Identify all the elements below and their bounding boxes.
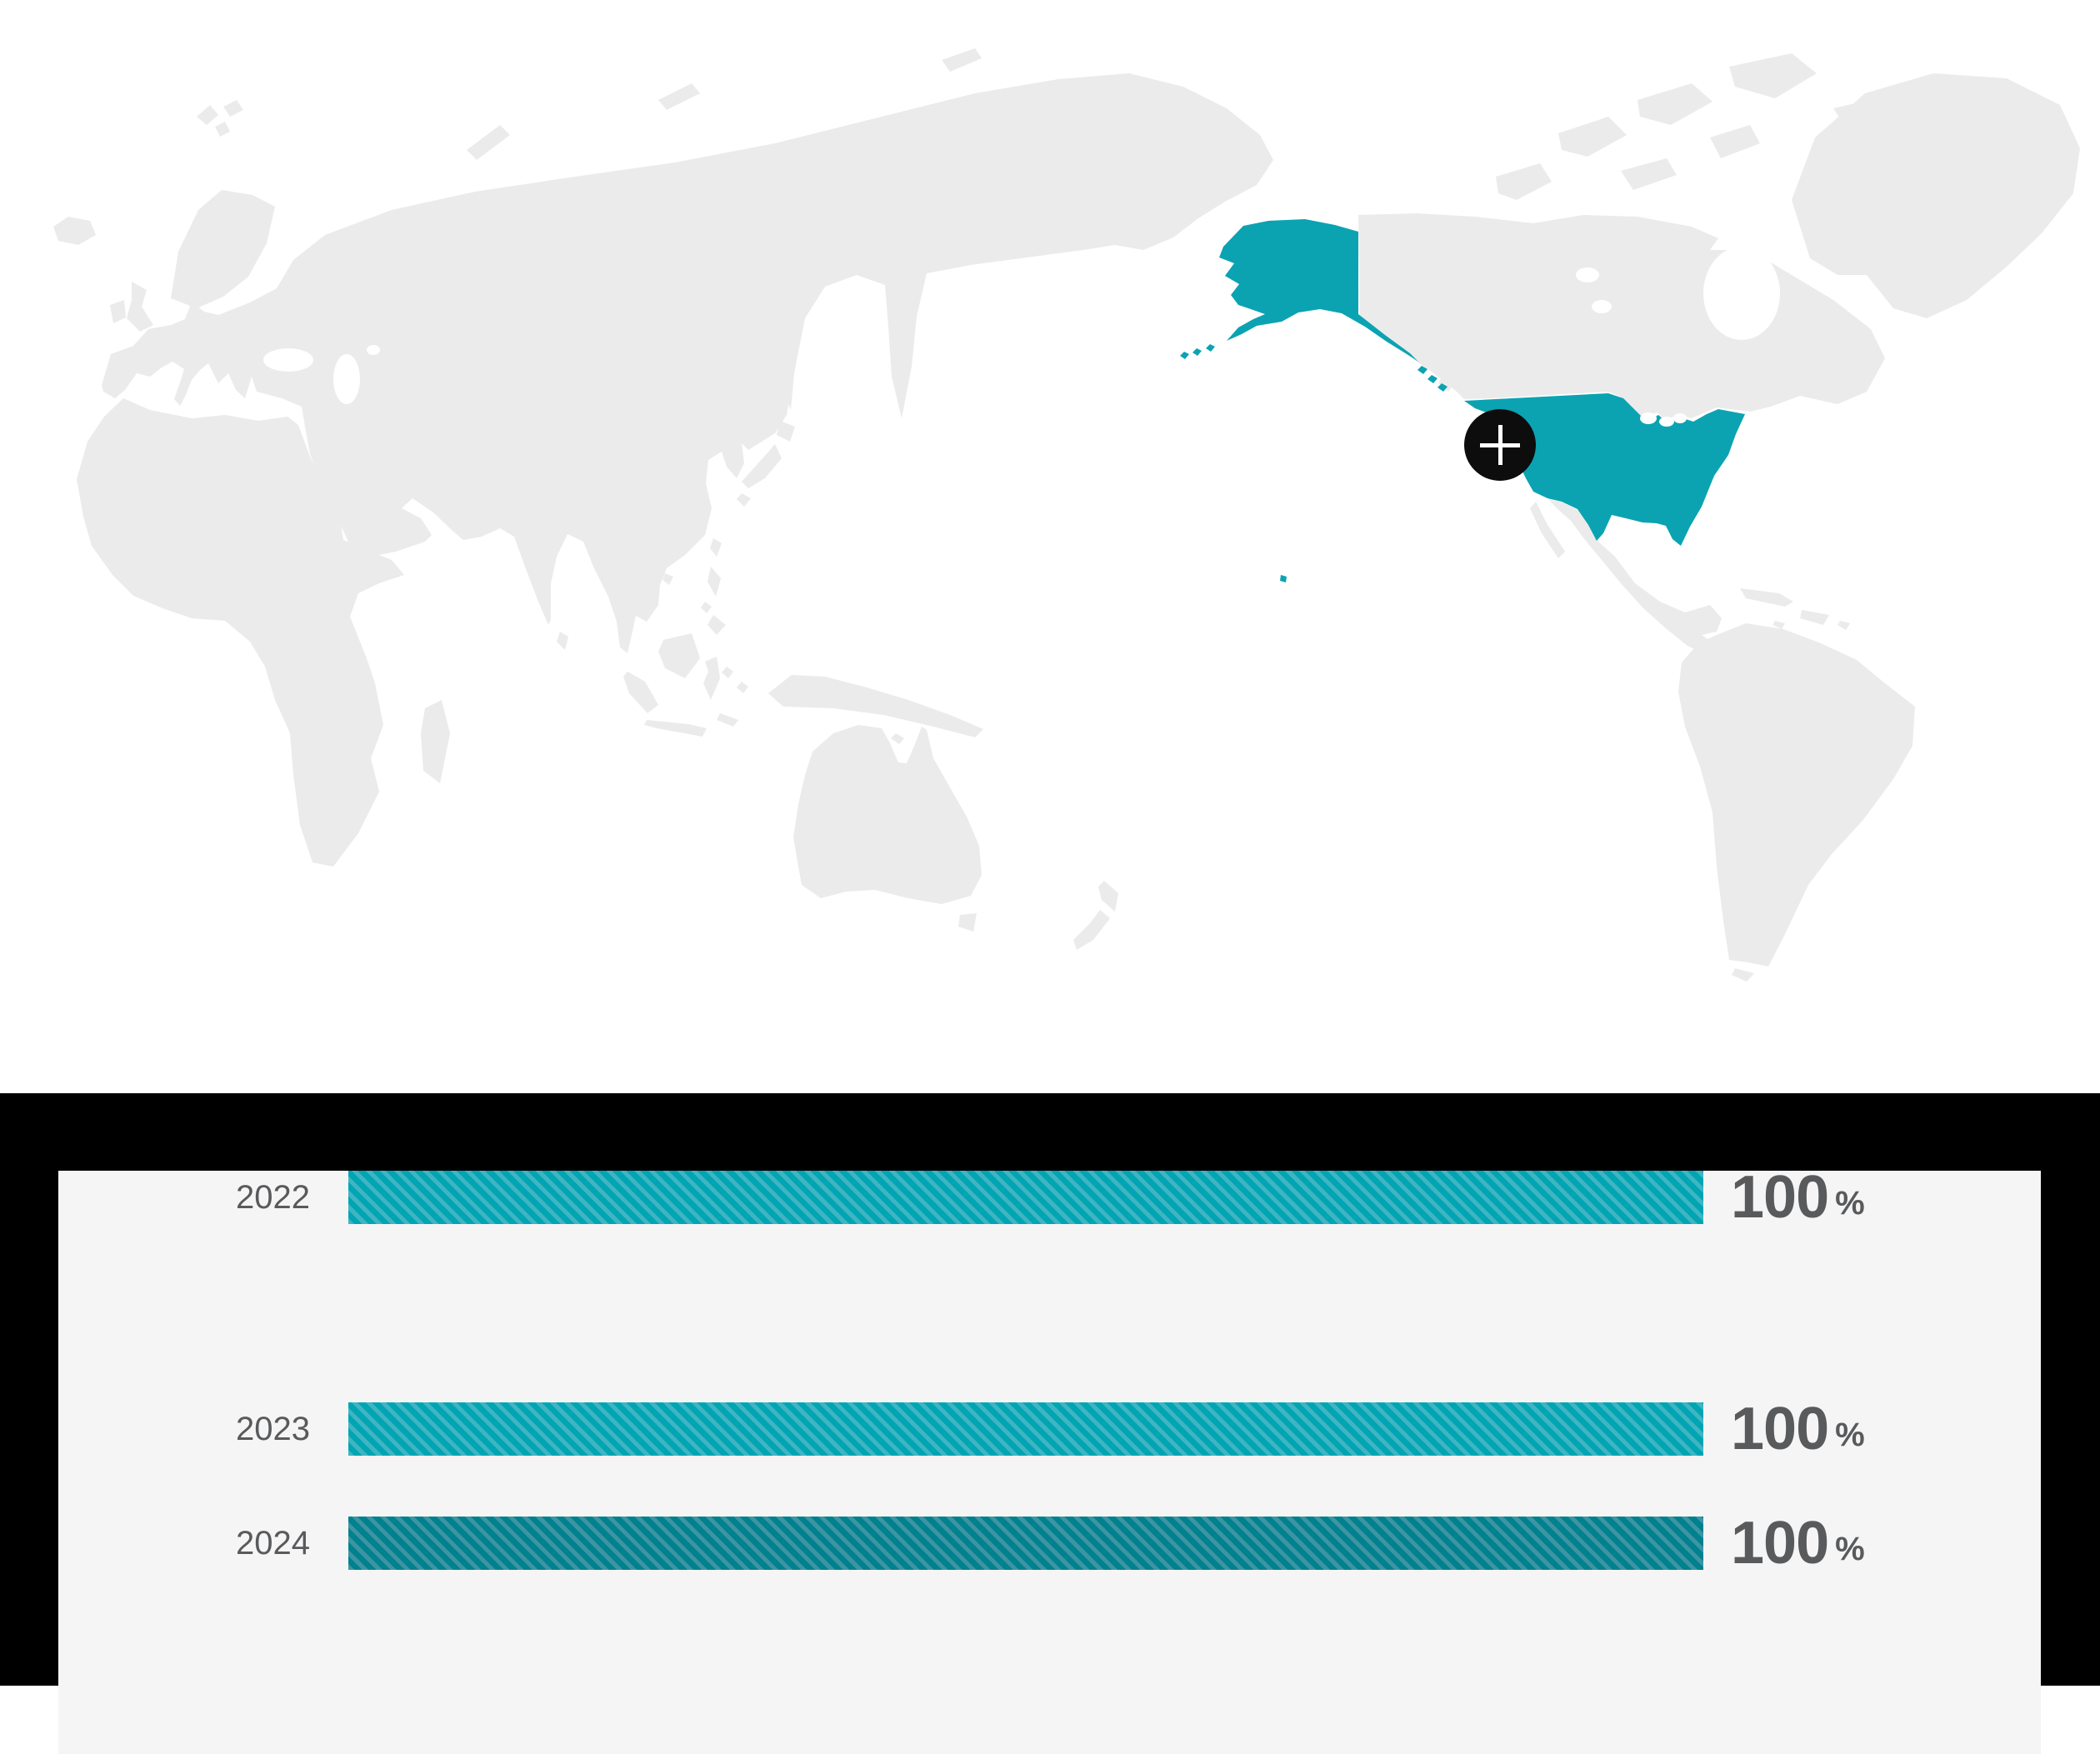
landmass-caribbean (1740, 588, 1850, 630)
bar-2023 (348, 1402, 1703, 1456)
landmass-north-america (1358, 53, 2080, 682)
chart-card: 2022 100 % 2023 100 % 2024 (58, 1164, 2041, 1754)
value-label: 100 % (1731, 1510, 1865, 1577)
landmass-africa (77, 398, 450, 867)
landmass-madagascar (421, 700, 450, 783)
percent-sign: % (1835, 1184, 1865, 1222)
expand-map-button[interactable] (1464, 409, 1536, 481)
landmass-indonesia (623, 633, 748, 737)
landmass-iceland (53, 217, 96, 245)
us-alaska (1219, 219, 1418, 362)
us-mainland (1464, 393, 1745, 546)
bar-track (348, 1171, 1703, 1224)
world-map (53, 48, 2080, 982)
landmass-south-america (1678, 623, 1915, 982)
landmass-australia (793, 725, 1118, 950)
black-sea (263, 348, 313, 372)
landmass-philippines (701, 567, 726, 635)
bar-track (348, 1517, 1703, 1570)
landmass-sakhalin (783, 355, 794, 410)
landmass-baja (1530, 502, 1565, 558)
footer-band: 2022 100 % 2023 100 % 2024 (0, 1093, 2100, 1754)
landmass-new-guinea (768, 675, 983, 737)
bar-2024 (348, 1517, 1703, 1570)
plus-icon (1498, 425, 1502, 465)
landmass-ireland (110, 300, 126, 323)
landmass-mexico-central-america (1548, 499, 1760, 682)
bar-2022 (348, 1171, 1703, 1224)
value-label: 100 % (1731, 1396, 1865, 1462)
united-states-region[interactable] (1180, 219, 1745, 582)
world-map-section (53, 48, 2080, 982)
year-label-2023: 2023 (236, 1411, 310, 1447)
landmass-tasmania (958, 913, 977, 932)
landmass-japan (737, 421, 795, 507)
percent-sign: % (1835, 1416, 1865, 1453)
great-lakes (1640, 412, 1657, 424)
landmass-greenland (1792, 73, 2080, 318)
landmass-eurasia (53, 48, 1273, 737)
percent-sign: % (1835, 1530, 1865, 1567)
caspian-sea (333, 354, 360, 404)
landmass-britain (127, 282, 153, 332)
us-hawaii (1280, 575, 1287, 582)
landmass-new-zealand (1073, 881, 1118, 950)
hudson-bay (1703, 247, 1780, 340)
year-label-2022: 2022 (236, 1179, 310, 1216)
landmass-scandinavia (171, 190, 275, 308)
us-aleutians (1180, 344, 1448, 392)
bar-track (348, 1402, 1703, 1456)
landmass-arctic-islands (1496, 53, 1885, 200)
value-label: 100 % (1731, 1164, 1865, 1231)
year-label-2024: 2024 (236, 1525, 310, 1562)
